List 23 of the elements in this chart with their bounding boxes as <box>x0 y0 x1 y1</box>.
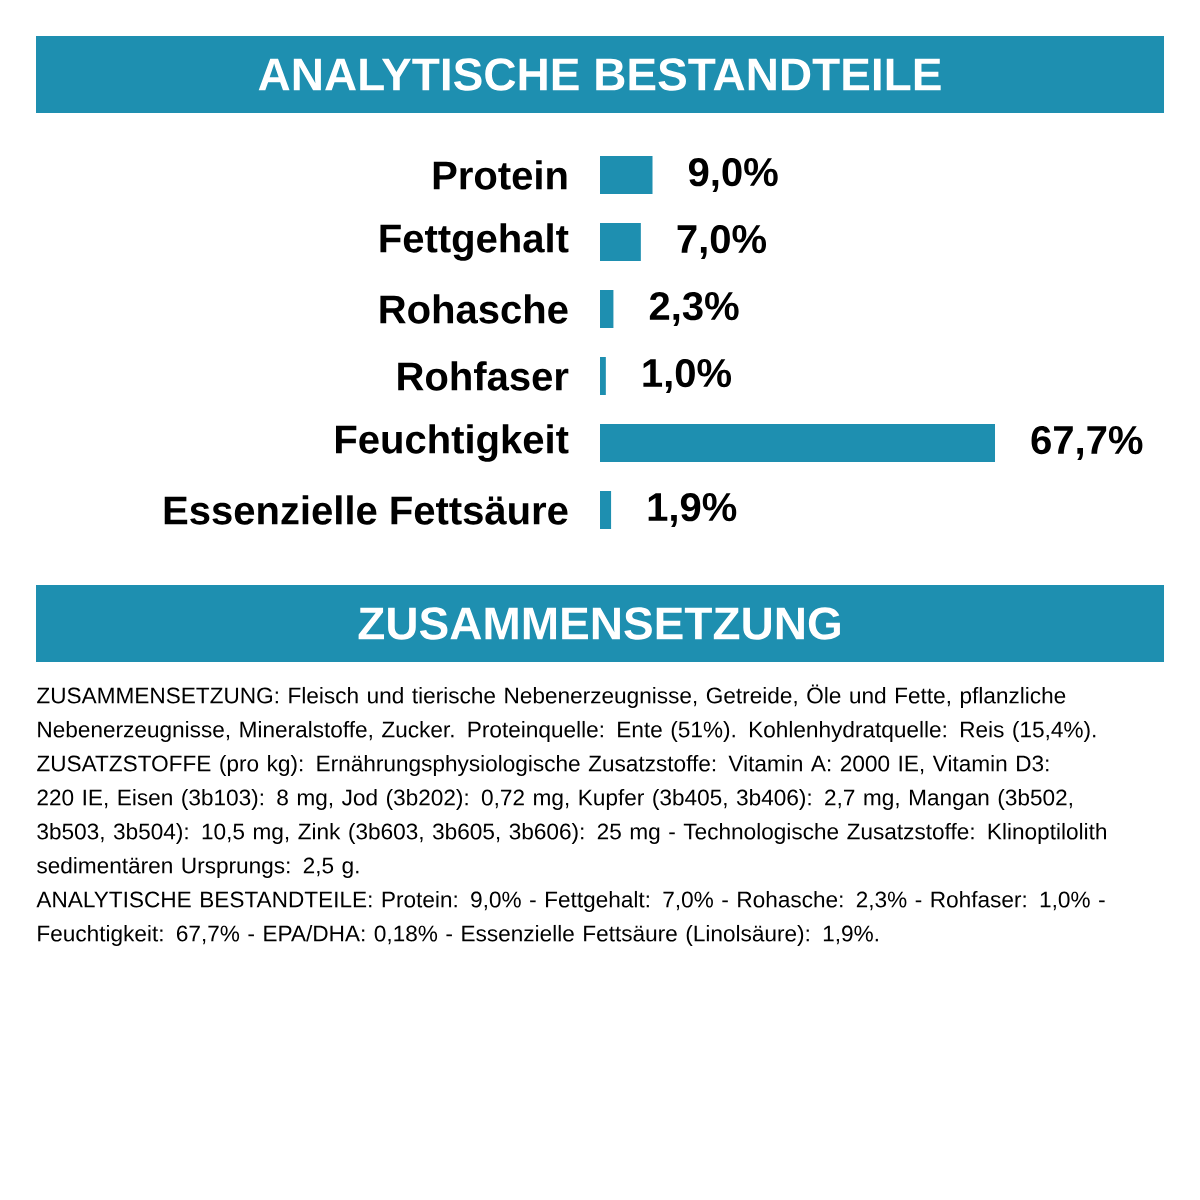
bar <box>600 290 614 328</box>
bar <box>600 156 653 194</box>
bar <box>600 491 612 529</box>
text: ANALYTISCHE BESTANDTEILE: Protein: 9,0% - Fettgehalt: 7,0% - Rohasche: 2,3% - Rohfaser: 1,0% - Feuchtigkeit: 67,7% - EPA/DHA: 0,18% - Essenzielle Fettsäure (Linolsäure): 1,9%. <box>36 890 1105 946</box>
data-label: 1,9% <box>648 492 737 528</box>
data-label: 7,0% <box>677 224 767 260</box>
y-tick-label: Fettgehalt <box>380 223 569 261</box>
chart-title: ANALYTISCHE BESTANDTEILE <box>258 58 941 91</box>
y-tick-label: Rohasche <box>380 294 568 324</box>
y-tick-label: Rohfaser <box>398 361 569 391</box>
text: ZUSATZSTOFFE (pro kg): Ernährungsphysiologische Zusatzstoffe: Vitamin A: 2000 IE, Vitamin D3: 220 IE, Eisen (3b103): 8 mg, Jod (3b202): 0,72 mg, Kupfer (3b405, 3b406): 2,7 mg, Mangan (3b502, 3b503, 3b504): 10,5 mg, Zink (3b603, 3b605, 3b606): 25 mg - Technologische Zusatzstoffe: Klinoptilolith sedimentären Ursprungs: 2,5 g. <box>37 754 1106 878</box>
bar <box>600 424 996 462</box>
data-label: 9,0% <box>688 157 778 193</box>
y-tick-label: Feuchtigkeit <box>336 424 569 462</box>
bar <box>600 357 606 395</box>
data-label: 1,0% <box>643 358 731 394</box>
y-tick-label: Essenzielle Fettsäure <box>164 495 568 525</box>
bar <box>600 223 641 261</box>
data-label: 2,3% <box>649 291 739 327</box>
text: ZUSAMMENSETZUNG <box>358 607 840 640</box>
y-tick-label: Protein <box>433 160 567 190</box>
text: ZUSAMMENSETZUNG: Fleisch und tierische Nebenerzeugnisse, Getreide, Öle und Fette, pflanzliche Nebenerzeugnisse, Mineralstoffe, Zucker. Proteinquelle: Ente (51%). Kohlenhydratquelle: Reis (15,4%). <box>37 684 1096 742</box>
data-label: 67,7% <box>1031 425 1143 461</box>
